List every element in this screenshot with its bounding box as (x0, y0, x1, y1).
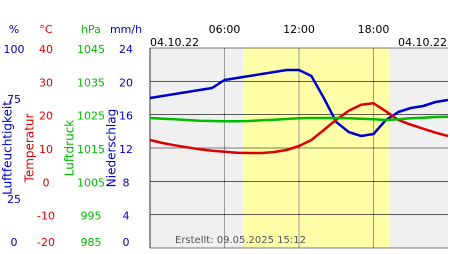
y-tick-label: 10 (39, 143, 53, 156)
start-date: 04.10.22 (150, 36, 199, 49)
y-tick-label: 985 (81, 236, 102, 249)
y-tick-label: 24 (119, 43, 133, 56)
axis-unit: mm/h (110, 23, 142, 36)
y-tick-label: 40 (39, 43, 53, 56)
y-tick-label: 8 (123, 176, 130, 189)
axis-label: Niederschlag (105, 109, 119, 187)
y-tick-label: -10 (37, 210, 55, 223)
axis-label: Luftfeuchtigkeit (1, 101, 15, 195)
y-tick-label: 20 (119, 76, 133, 89)
x-tick-label: 06:00 (209, 23, 241, 36)
series-line (149, 68, 449, 138)
axis-unit: % (9, 23, 19, 36)
end-date: 04.10.22 (398, 36, 447, 49)
y-tick-label: 1035 (77, 76, 105, 89)
axis-unit: hPa (81, 23, 101, 36)
y-tick-label: -20 (37, 236, 55, 249)
y-tick-label: 30 (39, 76, 53, 89)
y-tick-label: 0 (11, 236, 18, 249)
y-tick-label: 1045 (77, 43, 105, 56)
plot-area (149, 47, 449, 249)
series-line (149, 115, 449, 123)
y-tick-label: 12 (119, 143, 133, 156)
y-tick-label: 100 (4, 43, 25, 56)
y-tick-label: 995 (81, 210, 102, 223)
y-tick-label: 1015 (77, 143, 105, 156)
axis-label: Temperatur (23, 113, 37, 183)
y-tick-label: 4 (123, 210, 130, 223)
y-tick-label: 25 (7, 193, 21, 206)
axis-unit: °C (39, 23, 53, 36)
x-tick-label: 12:00 (283, 23, 315, 36)
y-tick-label: 75 (7, 93, 21, 106)
footer: Erstellt: 09.05.2025 15:12 (175, 235, 306, 246)
y-tick-label: 16 (119, 110, 133, 123)
y-tick-label: 0 (123, 236, 130, 249)
y-tick-label: 0 (43, 176, 50, 189)
axis-label: Luftdruck (63, 120, 77, 177)
x-tick-label: 18:00 (358, 23, 390, 36)
y-tick-label: 1025 (77, 110, 105, 123)
y-tick-label: 20 (39, 110, 53, 123)
y-tick-label: 1005 (77, 176, 105, 189)
